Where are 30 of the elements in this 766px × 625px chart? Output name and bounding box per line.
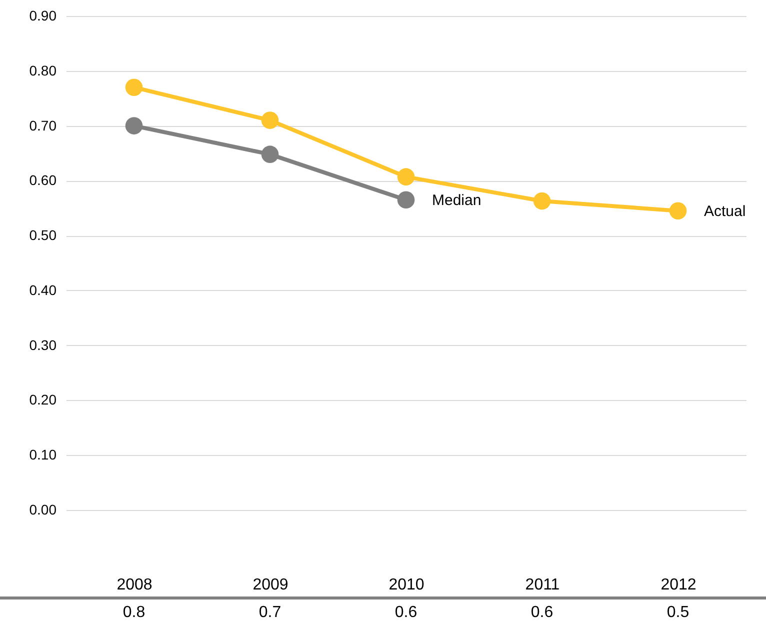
y-tick-label: 0.10 [29,446,57,463]
data-label: 0.6 [394,604,418,621]
data-label: 0.5 [666,604,690,621]
y-tick-label: 0.60 [29,172,57,188]
y-tick-label: 0.30 [29,336,57,353]
y-tick-label: 0.50 [29,227,57,244]
y-tick-label: 0.70 [29,117,57,134]
y-tick-label: 0.90 [29,8,57,24]
y-tick-label: 0.20 [29,392,57,408]
x-tick-label: 2008 [116,576,152,594]
point [261,112,279,129]
point [261,146,279,163]
series-label: Actual [704,202,746,220]
y-tick-label: 0.80 [29,62,57,78]
point [397,168,415,186]
x-tick-label: 2010 [388,576,424,594]
point [397,191,415,209]
data-label: 0.6 [530,604,554,621]
series-label: Median [432,192,482,209]
y-tick-label: 0.00 [29,502,57,518]
point [125,78,143,96]
point [533,192,551,210]
point [669,202,687,220]
data-label: 0.8 [122,604,146,621]
data-label: 0.7 [258,604,282,621]
x-tick-label: 2011 [525,576,560,594]
x-tick-label: 2009 [252,576,288,594]
x-tick-label: 2012 [660,576,696,594]
point [125,117,143,134]
y-tick-label: 0.40 [29,282,57,298]
